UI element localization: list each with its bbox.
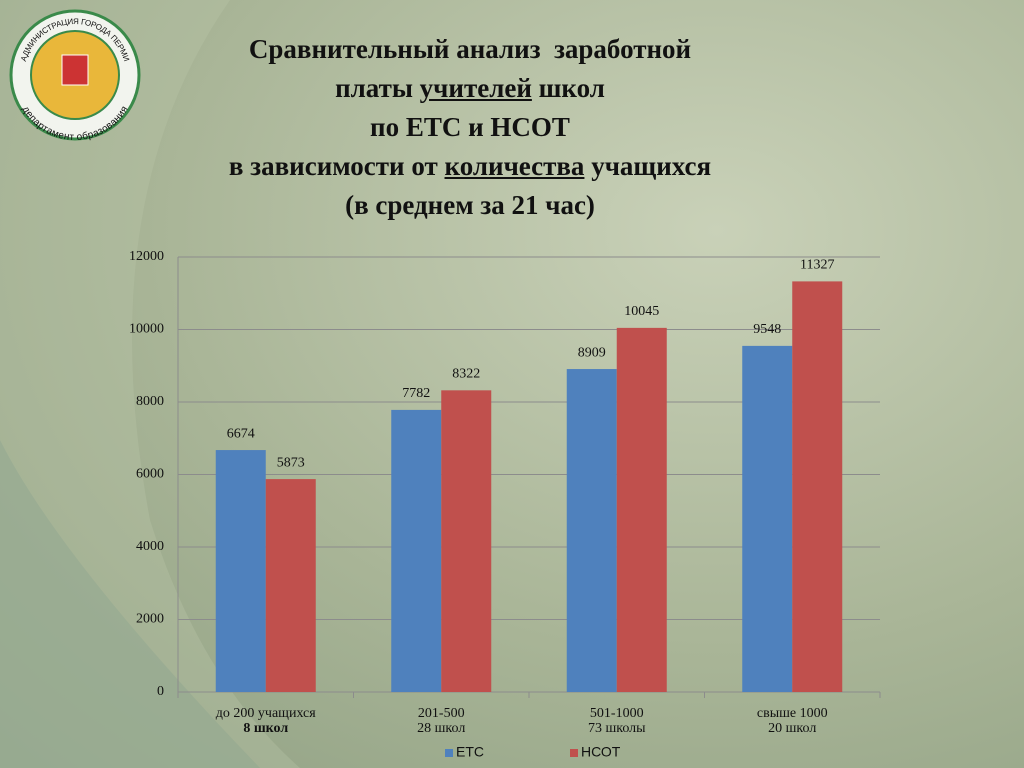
y-tick-label: 10000 — [129, 322, 164, 337]
data-label: 8322 — [452, 367, 480, 382]
decor — [0, 440, 260, 768]
data-label: 9548 — [753, 322, 781, 337]
x-tick-label: 201-500 — [418, 706, 465, 721]
bar — [441, 390, 492, 692]
title-text: в зависимости от — [228, 151, 445, 181]
x-tick-label: 501-1000 — [590, 706, 644, 721]
data-label: 5873 — [277, 455, 305, 470]
data-label: 6674 — [227, 426, 255, 441]
y-tick-label: 6000 — [136, 467, 164, 482]
title-text: учителей — [419, 73, 532, 103]
bar — [792, 281, 843, 692]
title-line: платы учителей школ — [200, 69, 740, 108]
decor — [0, 0, 300, 768]
y-tick-label: 12000 — [129, 249, 164, 264]
logo: АДМИНИСТРАЦИЯ ГОРОДА ПЕРМИ департамент о… — [9, 9, 141, 143]
title-line: (в среднем за 21 час) — [200, 186, 740, 225]
y-tick-label: 8000 — [136, 394, 164, 409]
data-label: 11327 — [800, 258, 834, 273]
bar — [215, 450, 266, 692]
data-label: 7782 — [402, 386, 430, 401]
title-text: Сравнительный анализ заработной — [248, 34, 692, 64]
bar — [616, 327, 667, 692]
x-tick-note: 20 школ — [768, 721, 816, 736]
title-text: учащихся — [584, 151, 712, 181]
bar — [265, 479, 316, 692]
chart-title: Сравнительный анализ заработной платы учи… — [200, 30, 740, 225]
x-tick-note: 28 школ — [417, 721, 465, 736]
data-label: 8909 — [578, 345, 606, 360]
title-text: школ — [531, 73, 605, 103]
title-text: (в среднем за 21 час) — [345, 190, 595, 220]
legend-label: ЕТС — [456, 744, 484, 760]
x-tick-label: свыше 1000 — [757, 706, 828, 721]
x-tick-note: 73 школы — [588, 721, 646, 736]
legend-swatch — [570, 749, 578, 757]
title-text: по ЕТС и НСОТ — [370, 112, 570, 142]
bar — [391, 409, 442, 692]
title-text: платы — [335, 73, 420, 103]
x-tick-note: 8 школ — [243, 721, 288, 736]
y-tick-label: 0 — [157, 684, 164, 699]
legend-swatch — [445, 749, 453, 757]
legend-label: НСОТ — [581, 744, 621, 760]
title-text: количества — [444, 151, 585, 181]
x-tick-label: до 200 учащихся — [216, 706, 316, 721]
y-tick-label: 4000 — [136, 539, 164, 554]
bar — [566, 369, 617, 692]
title-line: в зависимости от количества учащихся — [200, 147, 740, 186]
bar — [742, 345, 793, 692]
y-tick-label: 2000 — [136, 612, 164, 627]
title-line: Сравнительный анализ заработной — [200, 30, 740, 69]
data-label: 10045 — [624, 304, 659, 319]
title-line: по ЕТС и НСОТ — [200, 108, 740, 147]
